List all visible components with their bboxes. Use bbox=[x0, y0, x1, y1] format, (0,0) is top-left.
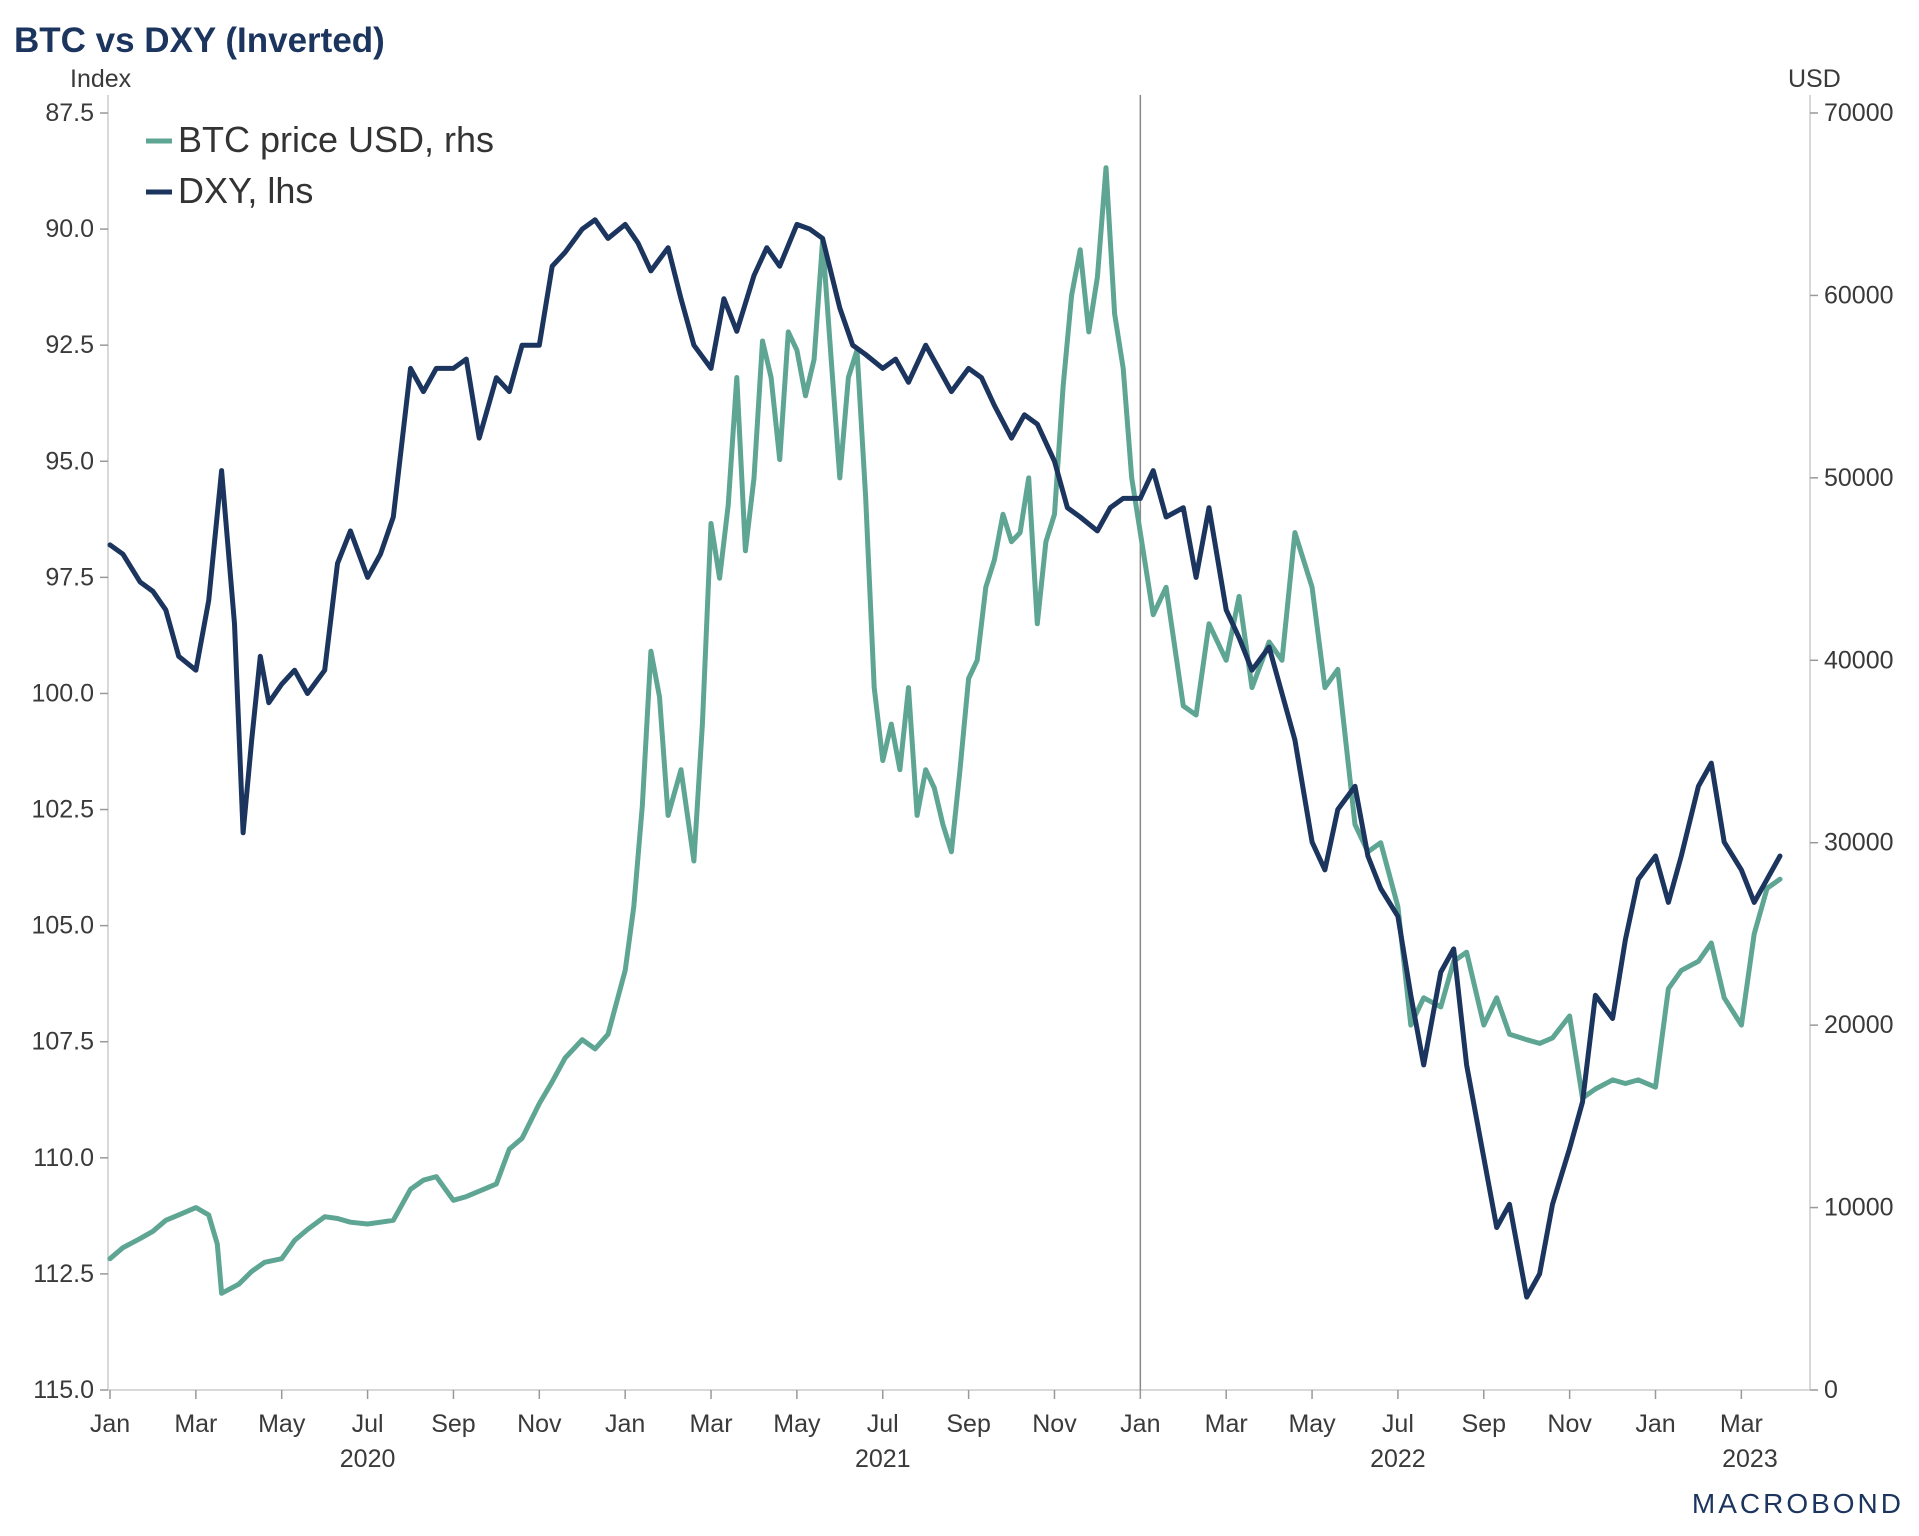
x-tick-label: May bbox=[1288, 1410, 1336, 1438]
right-tick-label: 0 bbox=[1824, 1376, 1838, 1404]
left-axis-label: Index bbox=[70, 65, 132, 93]
right-axis-label: USD bbox=[1788, 65, 1841, 93]
left-tick-label: 90.0 bbox=[45, 215, 94, 243]
x-tick-label: May bbox=[258, 1410, 306, 1438]
x-tick-label: Sep bbox=[1462, 1410, 1506, 1438]
series-line-btc bbox=[107, 165, 1783, 1296]
legend-label-dxy: DXY, lhs bbox=[178, 170, 313, 211]
left-tick-label: 115.0 bbox=[33, 1376, 94, 1404]
right-tick-label: 10000 bbox=[1824, 1194, 1894, 1222]
right-tick-label: 70000 bbox=[1824, 99, 1894, 127]
chart-title: BTC vs DXY (Inverted) bbox=[14, 21, 385, 60]
x-tick-label: Sep bbox=[431, 1410, 475, 1438]
x-tick-label: Jan bbox=[1635, 1410, 1675, 1438]
left-axis-ticks: 87.5 90.0 92.5 95.0 97.5 100.0 102.5 105.0 107.5… bbox=[31, 99, 108, 1404]
series-line-dxy bbox=[107, 217, 1783, 1300]
x-tick-label: Mar bbox=[1205, 1410, 1248, 1438]
left-tick-label: 95.0 bbox=[45, 447, 94, 475]
left-tick-label: 100.0 bbox=[31, 679, 94, 707]
x-tick-label: Mar bbox=[689, 1410, 732, 1438]
x-axis-ticks: Jan Mar May Jul Sep Nov Jan Mar May Jul Sep Nov Jan M… bbox=[90, 1390, 1778, 1473]
x-year-label: 2021 bbox=[855, 1445, 911, 1473]
x-tick-label: Nov bbox=[1547, 1410, 1592, 1438]
x-year-label: 2022 bbox=[1370, 1445, 1426, 1473]
right-tick-label: 20000 bbox=[1824, 1011, 1894, 1039]
x-tick-label: Mar bbox=[174, 1410, 217, 1438]
x-tick-label: Jan bbox=[90, 1410, 130, 1438]
series-layer bbox=[107, 165, 1783, 1300]
right-axis-ticks: 0 10000 20000 30000 40000 50000 60000 70000 bbox=[1810, 99, 1894, 1404]
x-tick-label: Jul bbox=[867, 1410, 899, 1438]
x-tick-label: Jul bbox=[1382, 1410, 1414, 1438]
x-tick-label: Mar bbox=[1720, 1410, 1763, 1438]
legend-label-btc: BTC price USD, rhs bbox=[178, 119, 494, 160]
x-tick-label: May bbox=[773, 1410, 821, 1438]
legend: BTC price USD, rhs DXY, lhs bbox=[146, 119, 494, 211]
x-tick-label: Sep bbox=[946, 1410, 990, 1438]
x-year-label: 2023 bbox=[1722, 1445, 1778, 1473]
right-tick-label: 60000 bbox=[1824, 281, 1894, 309]
x-year-label: 2020 bbox=[340, 1445, 396, 1473]
x-tick-label: Jul bbox=[352, 1410, 384, 1438]
left-tick-label: 92.5 bbox=[45, 331, 94, 359]
left-tick-label: 97.5 bbox=[45, 563, 94, 591]
right-tick-label: 30000 bbox=[1824, 829, 1894, 857]
left-tick-label: 107.5 bbox=[31, 1028, 94, 1056]
left-tick-label: 112.5 bbox=[33, 1260, 94, 1288]
x-tick-label: Jan bbox=[605, 1410, 645, 1438]
x-tick-label: Jan bbox=[1120, 1410, 1160, 1438]
left-tick-label: 110.0 bbox=[33, 1144, 94, 1172]
right-tick-label: 50000 bbox=[1824, 464, 1894, 492]
x-tick-label: Nov bbox=[517, 1410, 562, 1438]
left-tick-label: 105.0 bbox=[31, 912, 94, 940]
x-tick-label: Nov bbox=[1032, 1410, 1077, 1438]
macrobond-logo: MACROBOND bbox=[1692, 1488, 1904, 1519]
left-tick-label: 102.5 bbox=[31, 796, 94, 824]
left-tick-label: 87.5 bbox=[45, 99, 94, 127]
axes bbox=[107, 95, 1811, 1391]
right-tick-label: 40000 bbox=[1824, 646, 1894, 674]
